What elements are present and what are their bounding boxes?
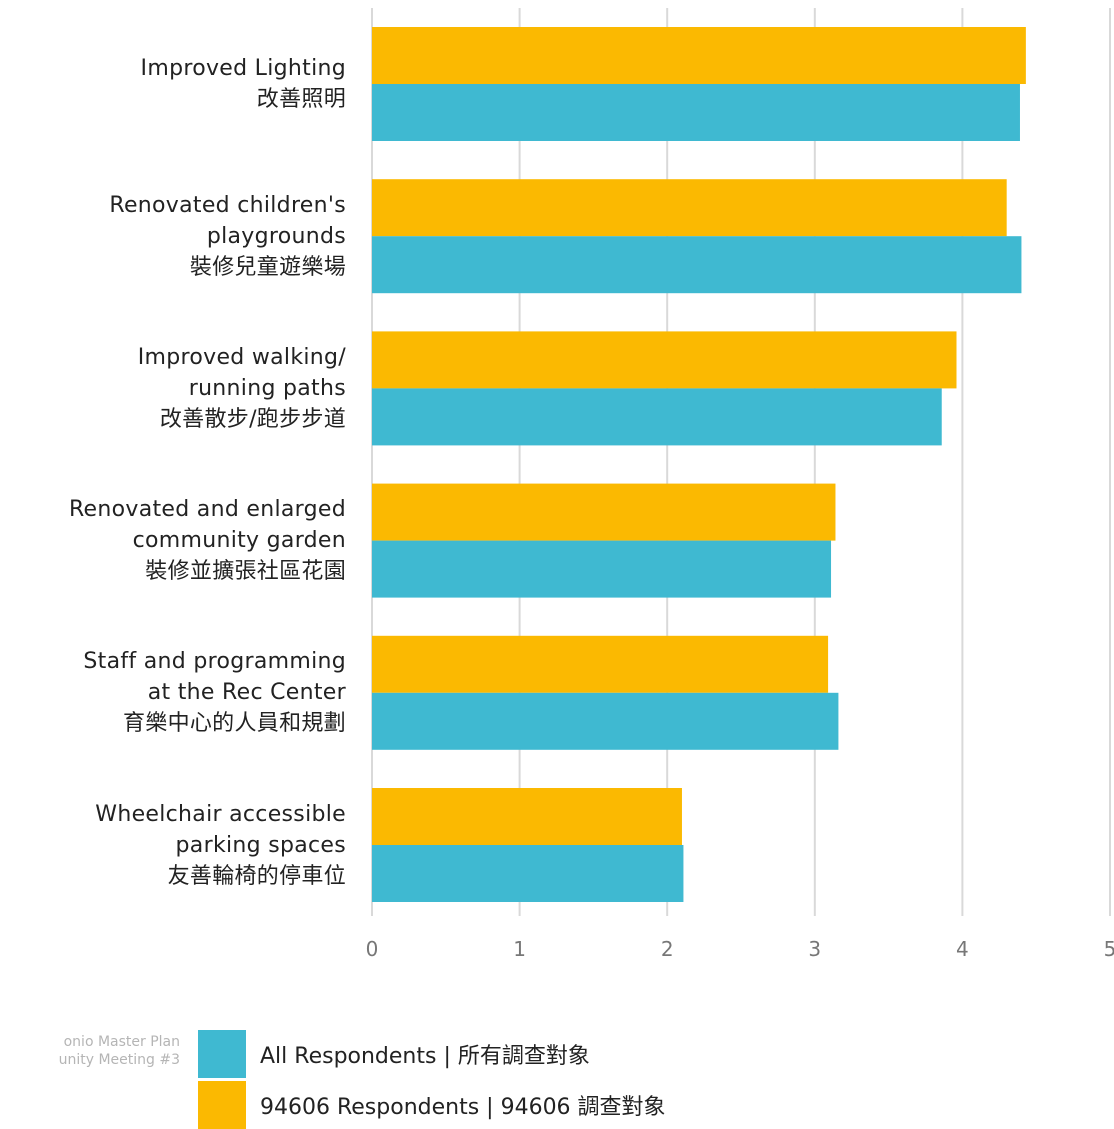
bar-94606-4 (372, 635, 829, 693)
bar-94606-1 (372, 179, 1007, 237)
category-label-5: Wheelchair accessible parking spaces 友善輪椅的… (0, 799, 346, 892)
category-label-1-line-2: 裝修兒童遊樂場 (189, 254, 346, 280)
bar-all-0 (372, 84, 1020, 141)
bar-all-1 (372, 236, 1022, 294)
bar-all-3 (372, 540, 832, 598)
category-label-1-line-0: Renovated children's (109, 192, 346, 218)
bars (372, 27, 1026, 902)
bar-94606-5 (372, 788, 682, 845)
x-tick-labels: 0 1 2 3 4 5 (366, 937, 1114, 961)
category-label-3: Renovated and enlarged community garden 裝修… (0, 494, 346, 587)
category-label-4-line-0: Staff and programming (83, 649, 346, 675)
category-label-5-line-0: Wheelchair accessible (95, 801, 346, 827)
x-tick-label-5: 5 (1104, 937, 1114, 961)
bar-all-2 (372, 388, 942, 446)
category-label-4: Staff and programming at the Rec Center 育樂… (0, 646, 346, 739)
gridlines (371, 8, 1111, 916)
x-tick-label-2: 2 (661, 937, 674, 961)
footer-note: onio Master Plan unity Meeting #3 (0, 1033, 180, 1069)
category-label-2: Improved walking/running paths 改善散步/跑步步道 (0, 342, 346, 435)
bar-chart: 0 1 2 3 4 5 (366, 8, 1114, 961)
bar-all-5 (372, 845, 684, 902)
legend-item-all: All Respondents | 所有調查對象 (198, 1030, 590, 1078)
category-label-1: Renovated children's playgrounds 裝修兒童遊樂場 (0, 190, 346, 283)
footer-line-1: onio Master Plan (63, 1034, 180, 1050)
bar-94606-3 (372, 483, 836, 541)
x-tick-label-4: 4 (956, 937, 969, 961)
x-tick-label-0: 0 (366, 937, 379, 961)
category-label-4-line-2: 育樂中心的人員和規劃 (122, 711, 346, 737)
legend-item-94606: 94606 Respondents | 94606 調查對象 (198, 1081, 666, 1129)
x-tick-label-1: 1 (513, 937, 526, 961)
legend-label-all: All Respondents | 所有調查對象 (260, 1044, 590, 1069)
bar-94606-0 (372, 27, 1026, 84)
category-label-4-line-1: at the Rec Center (147, 680, 346, 706)
legend-label-94606: 94606 Respondents | 94606 調查對象 (260, 1095, 666, 1120)
category-label-0: Improved Lighting 改善照明 (0, 53, 346, 115)
bar-all-4 (372, 692, 839, 750)
category-label-0-line-0: Improved Lighting (140, 56, 346, 81)
legend-swatch-all (198, 1030, 246, 1078)
category-label-0-line-1: 改善照明 (256, 87, 346, 112)
category-label-3-line-2: 裝修並擴張社區花園 (145, 559, 346, 585)
category-label-5-line-2: 友善輪椅的停車位 (167, 863, 346, 889)
legend-swatch-94606 (198, 1081, 246, 1129)
category-label-2-line-0: Improved walking/ (137, 344, 346, 370)
category-label-2-line-2: 改善散步/跑步步道 (159, 406, 346, 432)
category-label-3-line-1: community garden (132, 528, 346, 554)
x-tick-label-3: 3 (808, 937, 821, 961)
category-label-3-line-0: Renovated and enlarged (68, 497, 346, 523)
category-label-2-line-1: running paths (188, 375, 346, 401)
footer-line-2: unity Meeting #3 (58, 1052, 180, 1068)
category-label-5-line-1: parking spaces (175, 832, 346, 858)
category-label-1-line-1: playgrounds (206, 223, 346, 249)
bar-94606-2 (372, 331, 957, 389)
